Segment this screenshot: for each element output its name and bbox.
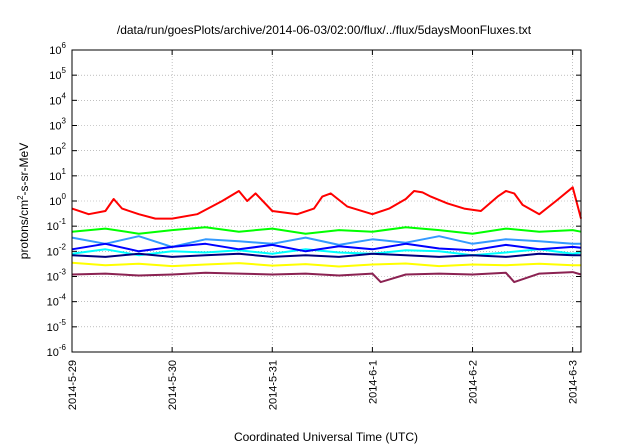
x-tick-label: 2014-6-2 (468, 360, 480, 404)
y-tick-label-base: 10 (47, 322, 59, 334)
series-line (71, 271, 582, 284)
x-tick-label: 2014-5-30 (167, 360, 179, 410)
x-tick-label: 2014-6-3 (568, 360, 580, 404)
y-tick-label: 10-6 (47, 343, 67, 359)
series-lines (71, 186, 582, 284)
y-tick-label-base: 10 (49, 121, 61, 133)
y-tick-label-base: 10 (49, 146, 61, 158)
y-tick-label: 105 (49, 66, 66, 82)
series-line (71, 226, 582, 235)
chart-title: /data/run/goesPlots/archive/2014-06-03/0… (117, 23, 532, 37)
y-axis-label-suffix: -s-sr-MeV (17, 143, 31, 196)
y-axis-label-sup: 2 (16, 195, 25, 200)
y-tick-label: 10-1 (47, 217, 67, 233)
y-tick-label-base: 10 (49, 196, 61, 208)
x-tick-label: 2014-5-29 (67, 360, 79, 410)
y-tick-label: 106 (49, 41, 66, 57)
y-tick-label: 10-3 (47, 268, 67, 284)
y-tick-label: 10-4 (47, 293, 67, 309)
axis-ticks: 10-610-510-410-310-210-11001011021031041… (47, 41, 581, 410)
y-tick-label: 102 (49, 142, 66, 158)
y-tick-label-exponent: -3 (59, 268, 67, 277)
y-tick-label: 101 (49, 167, 66, 183)
x-axis-label: Coordinated Universal Time (UTC) (234, 430, 418, 444)
y-tick-label-exponent: 5 (62, 66, 67, 75)
x-tick-label: 2014-6-1 (367, 360, 379, 404)
y-tick-label: 10-2 (47, 242, 67, 258)
y-tick-label-exponent: 1 (62, 167, 67, 176)
y-axis-label: protons/cm2-s-sr-MeV (16, 143, 31, 259)
y-tick-label-base: 10 (49, 70, 61, 82)
series-line (71, 261, 581, 268)
y-tick-label-exponent: 4 (62, 91, 67, 100)
y-tick-label-exponent: -6 (59, 343, 67, 352)
y-tick-label-exponent: -5 (59, 318, 67, 327)
series-line (71, 252, 581, 258)
grid (71, 50, 581, 352)
y-tick-label-base: 10 (49, 45, 61, 57)
y-tick-label-exponent: 2 (62, 142, 67, 151)
y-tick-label-base: 10 (47, 347, 59, 359)
y-tick-label-base: 10 (47, 246, 59, 258)
y-tick-label-base: 10 (49, 171, 61, 183)
y-tick-label-exponent: 3 (62, 117, 67, 126)
y-tick-label-exponent: 0 (62, 192, 67, 201)
y-tick-label: 100 (49, 192, 66, 208)
y-tick-label-exponent: -1 (59, 217, 67, 226)
x-tick-label: 2014-5-31 (267, 360, 279, 410)
series-line (71, 248, 582, 257)
series-line (71, 242, 582, 253)
y-tick-label-base: 10 (47, 297, 59, 309)
series-line (71, 186, 582, 220)
y-tick-label-base: 10 (47, 221, 59, 233)
series-line (71, 235, 581, 248)
y-tick-label: 10-5 (47, 318, 67, 334)
y-tick-label: 103 (49, 117, 66, 133)
y-tick-label-exponent: 6 (62, 41, 67, 50)
y-axis-label-prefix: protons/cm (17, 200, 31, 259)
y-tick-label-exponent: -4 (59, 293, 67, 302)
y-tick-label-exponent: -2 (59, 242, 67, 251)
y-tick-label-base: 10 (47, 272, 59, 284)
y-tick-label: 104 (49, 91, 66, 107)
y-tick-label-base: 10 (49, 95, 61, 107)
